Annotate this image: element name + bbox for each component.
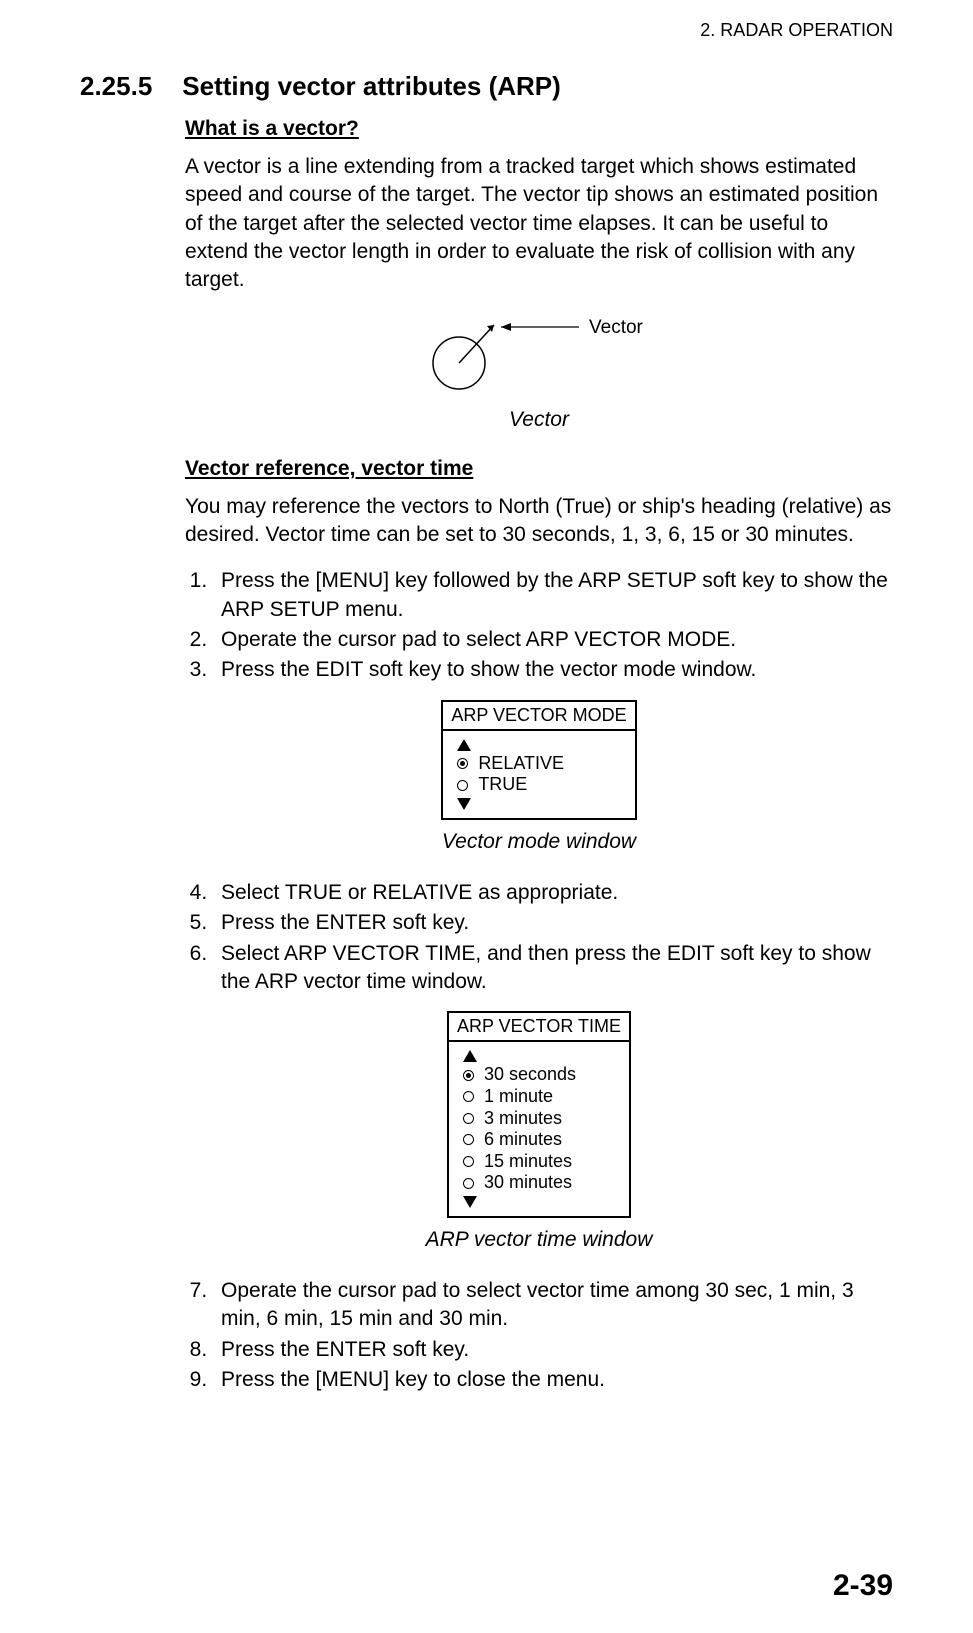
time-option-label: 6 minutes: [484, 1129, 562, 1151]
time-menu-title: ARP VECTOR TIME: [449, 1013, 629, 1042]
radio-unselected-icon: [463, 1134, 474, 1145]
page: 2. RADAR OPERATION 2.25.5 Setting vector…: [0, 0, 973, 1633]
time-option: 30 minutes: [463, 1172, 615, 1194]
vector-diagram-icon: Vector: [399, 313, 679, 393]
time-option: 1 minute: [463, 1086, 615, 1108]
mode-option-true: TRUE: [457, 774, 620, 796]
paragraph-vector-ref: You may reference the vectors to North (…: [185, 493, 893, 550]
step-item: Select ARP VECTOR TIME, and then press t…: [213, 940, 893, 997]
time-option: 6 minutes: [463, 1129, 615, 1151]
mode-option-label: RELATIVE: [478, 753, 564, 775]
step-item: Press the [MENU] key followed by the ARP…: [213, 567, 893, 624]
time-menu-body: 30 seconds 1 minute 3 minutes 6 minutes …: [449, 1042, 629, 1216]
figure-time-caption: ARP vector time window: [185, 1228, 893, 1252]
time-option-label: 15 minutes: [484, 1151, 572, 1173]
paragraph-vector-desc: A vector is a line extending from a trac…: [185, 153, 893, 295]
time-option: 30 seconds: [463, 1064, 615, 1086]
vector-label: Vector: [589, 317, 644, 338]
triangle-up-icon: [463, 1050, 477, 1062]
arp-vector-time-box: ARP VECTOR TIME 30 seconds 1 minute 3 mi…: [447, 1011, 631, 1218]
figure-vector: Vector: [185, 313, 893, 398]
triangle-down-icon: [457, 798, 471, 810]
section-title: Setting vector attributes (ARP): [182, 71, 561, 102]
steps-list-a: Press the [MENU] key followed by the ARP…: [185, 567, 893, 684]
radio-unselected-icon: [457, 780, 468, 791]
mode-menu-title: ARP VECTOR MODE: [443, 702, 634, 731]
figure-mode-window: ARP VECTOR MODE RELATIVE TRUE: [185, 700, 893, 820]
radio-unselected-icon: [463, 1091, 474, 1102]
triangle-up-icon: [457, 739, 471, 751]
time-option-label: 30 seconds: [484, 1064, 576, 1086]
step-item: Select TRUE or RELATIVE as appropriate.: [213, 879, 893, 907]
step-item: Press the ENTER soft key.: [213, 1336, 893, 1364]
triangle-down-icon: [463, 1196, 477, 1208]
figure-vector-caption: Vector: [185, 408, 893, 432]
step-item: Press the [MENU] key to close the menu.: [213, 1366, 893, 1394]
content-block: What is a vector? A vector is a line ext…: [185, 117, 893, 1394]
step-item: Operate the cursor pad to select vector …: [213, 1277, 893, 1334]
step-item: Press the ENTER soft key.: [213, 909, 893, 937]
mode-menu-body: RELATIVE TRUE: [443, 731, 634, 818]
radio-selected-icon: [463, 1070, 474, 1081]
section-number: 2.25.5: [80, 71, 152, 102]
radio-selected-icon: [457, 758, 468, 769]
arp-vector-mode-box: ARP VECTOR MODE RELATIVE TRUE: [441, 700, 636, 820]
page-number: 2-39: [833, 1569, 893, 1603]
chapter-header: 2. RADAR OPERATION: [80, 20, 893, 41]
time-option: 3 minutes: [463, 1108, 615, 1130]
section-heading: 2.25.5 Setting vector attributes (ARP): [80, 71, 893, 102]
figure-mode-caption: Vector mode window: [185, 830, 893, 854]
subheading-vector-ref: Vector reference, vector time: [185, 457, 893, 481]
steps-list-c: Operate the cursor pad to select vector …: [185, 1277, 893, 1394]
figure-time-window: ARP VECTOR TIME 30 seconds 1 minute 3 mi…: [185, 1011, 893, 1218]
mode-option-label: TRUE: [478, 774, 527, 796]
time-option: 15 minutes: [463, 1151, 615, 1173]
step-item: Press the EDIT soft key to show the vect…: [213, 656, 893, 684]
time-option-label: 3 minutes: [484, 1108, 562, 1130]
radio-unselected-icon: [463, 1156, 474, 1167]
time-option-label: 30 minutes: [484, 1172, 572, 1194]
radio-unselected-icon: [463, 1113, 474, 1124]
radio-unselected-icon: [463, 1178, 474, 1189]
subheading-what-is-vector: What is a vector?: [185, 117, 893, 141]
step-item: Operate the cursor pad to select ARP VEC…: [213, 626, 893, 654]
steps-list-b: Select TRUE or RELATIVE as appropriate. …: [185, 879, 893, 996]
time-option-label: 1 minute: [484, 1086, 553, 1108]
mode-option-relative: RELATIVE: [457, 753, 620, 775]
